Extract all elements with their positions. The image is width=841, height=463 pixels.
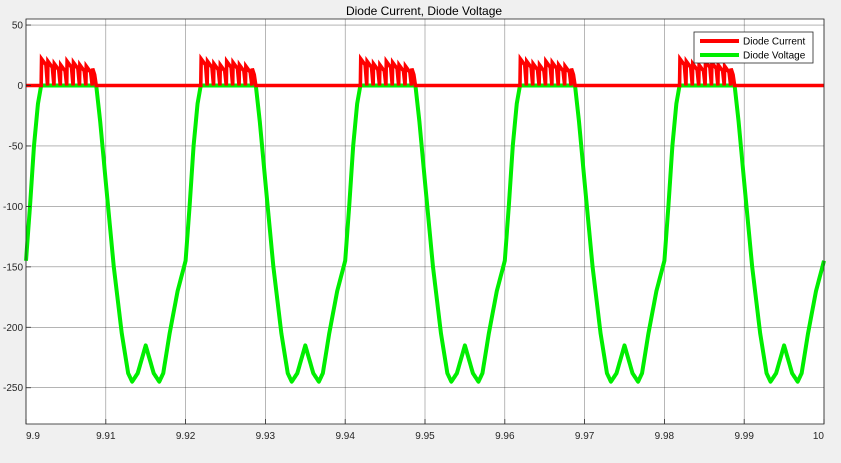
- y-tick-label: -250: [3, 383, 23, 394]
- series-diode-current: [26, 53, 824, 88]
- x-tick-label: 9.98: [655, 431, 675, 442]
- legend-label-voltage: Diode Voltage: [743, 51, 806, 62]
- legend-box: [693, 31, 814, 64]
- x-tick-label: 9.96: [495, 431, 515, 442]
- tick-labels: 9.9 9.91 9.92 9.93 9.94 9.95 9.96 9.97 9.98 9.99 1…: [3, 21, 824, 442]
- x-tick-label: 9.95: [415, 431, 435, 442]
- x-tick-label: 9.99: [734, 431, 754, 442]
- x-tick-label: 9.92: [176, 431, 196, 442]
- x-tick-label: 9.97: [575, 431, 595, 442]
- x-tick-label: 9.93: [256, 431, 276, 442]
- y-tick-label: -200: [3, 323, 23, 334]
- y-tick-label: 50: [12, 21, 24, 32]
- y-tick-label: -50: [9, 141, 24, 152]
- chart-title: Diode Current, Diode Voltage: [346, 4, 502, 18]
- y-tick-label: 0: [17, 81, 23, 92]
- y-tick-label: -100: [3, 202, 23, 213]
- legend-label-current: Diode Current: [743, 37, 805, 48]
- x-tick-label: 9.94: [335, 431, 355, 442]
- y-tick-label: -150: [3, 262, 23, 273]
- legend: Diode Current Diode Voltage: [693, 31, 814, 64]
- axes-frame: [25, 18, 825, 425]
- x-tick-label: 9.9: [26, 431, 40, 442]
- x-tick-label: 10: [813, 431, 825, 442]
- x-tick-label: 9.91: [96, 431, 116, 442]
- plot-series: [24, 53, 826, 384]
